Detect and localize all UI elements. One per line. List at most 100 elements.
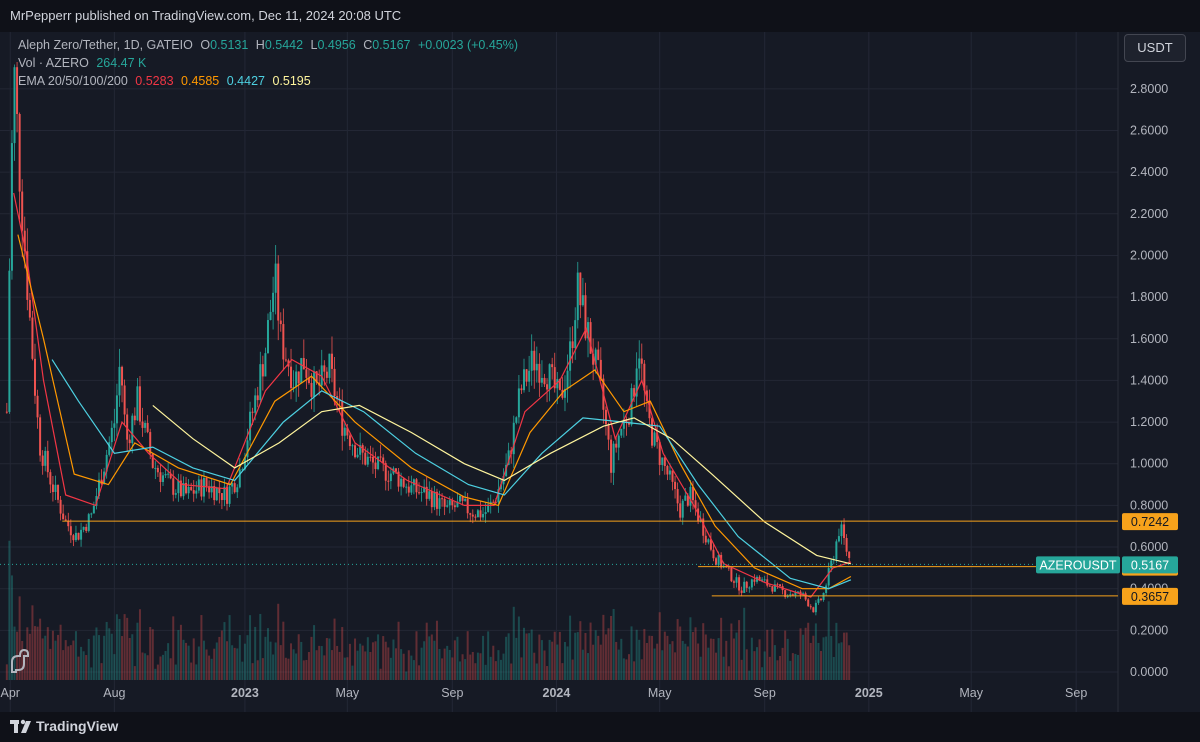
candle-body: [569, 341, 572, 371]
volume-bar: [456, 636, 459, 680]
candle-body: [581, 295, 584, 306]
candle-body: [571, 341, 574, 349]
volume-bar: [625, 659, 628, 680]
volume-bar: [185, 642, 188, 680]
candle-body: [67, 520, 70, 527]
volume-bar: [384, 641, 387, 680]
volume-bar: [190, 662, 193, 680]
candle-body: [428, 491, 431, 499]
close-label: C: [363, 38, 373, 52]
volume-bar: [146, 655, 149, 680]
volume-bar: [807, 622, 810, 680]
high-label: H: [255, 38, 265, 52]
volume-bar: [366, 637, 369, 680]
candle-body: [750, 579, 753, 588]
volume-bar: [510, 663, 513, 680]
chart-area[interactable]: 2.8000 2.6000 2.4000 2.2000 2.0000 1.8000 1.60…: [0, 32, 1200, 712]
volume-bar: [435, 620, 438, 680]
candle-body: [476, 510, 479, 518]
volume-bar: [57, 634, 60, 680]
candle-body: [10, 143, 13, 271]
candle-body: [195, 490, 198, 494]
candle-body: [108, 442, 111, 455]
volume-bar: [438, 648, 441, 680]
currency-button[interactable]: USDT: [1124, 34, 1186, 62]
volume-bar: [379, 668, 382, 680]
volume-bar: [428, 636, 431, 680]
volume-bar: [640, 659, 643, 680]
candle-body: [115, 395, 118, 424]
symbol-title[interactable]: Aleph Zero/Tether, 1D, GATEIO: [18, 38, 193, 52]
candle-body: [69, 526, 72, 536]
bottom-bar: TradingView: [0, 712, 1200, 742]
candle-body: [254, 395, 257, 413]
candle-body: [553, 367, 556, 389]
candle-body: [484, 512, 487, 515]
candle-body: [305, 369, 308, 378]
ema-line-ema50: [17, 234, 852, 590]
y-tick-label: 2.0000: [1130, 248, 1168, 262]
candle-body: [197, 479, 200, 491]
candle-body: [366, 456, 369, 465]
candle-body: [525, 369, 528, 382]
volume-bar: [351, 665, 354, 680]
volume-bar: [223, 622, 226, 680]
volume-bar: [589, 622, 592, 680]
candle-body: [430, 491, 433, 508]
volume-bar: [64, 640, 67, 680]
candle-body: [133, 415, 136, 421]
ema-label[interactable]: EMA 20/50/100/200: [18, 74, 128, 88]
candle-body: [302, 358, 305, 370]
volume-bar: [144, 653, 147, 680]
volume-bar: [197, 646, 200, 680]
volume-bar: [755, 647, 758, 680]
volume-bar: [835, 622, 838, 680]
volume-bar: [525, 633, 528, 680]
candle-body: [512, 422, 515, 455]
volume-bar: [341, 627, 344, 680]
candle-body: [272, 292, 275, 312]
volume-bar: [141, 652, 144, 680]
candle-body: [249, 411, 252, 441]
x-tick-label: Sep: [441, 686, 463, 700]
candle-body: [607, 424, 610, 440]
volume-bar: [218, 636, 221, 680]
volume-bar: [804, 627, 807, 680]
volume-bar: [87, 638, 90, 680]
volume-bar: [205, 649, 208, 680]
candle-body: [121, 366, 124, 386]
volume-bar: [587, 653, 590, 680]
candle-body: [277, 263, 280, 321]
level-label-bg: [1122, 513, 1178, 531]
candle-body: [461, 495, 464, 501]
candle-body: [418, 492, 421, 494]
candle-body: [456, 501, 459, 508]
candle-body: [592, 353, 595, 365]
volume-bar: [845, 632, 848, 680]
volume-bar: [727, 666, 730, 680]
volume-bar: [758, 639, 761, 680]
volume-bar: [461, 654, 464, 680]
volume-label[interactable]: Vol · AZERO: [18, 56, 89, 70]
open-value: 0.5131: [210, 38, 249, 52]
volume-bar: [651, 635, 654, 680]
volume-bar: [105, 621, 108, 680]
volume-bar: [290, 643, 293, 680]
candle-body: [804, 593, 807, 600]
candle-body: [727, 567, 730, 569]
volume-bar: [377, 634, 380, 680]
volume-bar: [553, 631, 556, 680]
price-chart[interactable]: 2.8000 2.6000 2.4000 2.2000 2.0000 1.8000 1.60…: [0, 32, 1200, 712]
volume-bar: [156, 664, 159, 680]
tradingview-logo-icon[interactable]: [10, 718, 32, 736]
candle-body: [59, 499, 62, 514]
candle-body: [653, 432, 656, 446]
tradingview-brand[interactable]: TradingView: [36, 718, 119, 734]
candle-body: [154, 467, 157, 469]
volume-bar: [410, 655, 413, 680]
candle-body: [448, 500, 451, 506]
volume-bar: [607, 628, 610, 680]
candle-body: [82, 526, 85, 530]
candle-body: [604, 409, 607, 425]
volume-bar: [74, 631, 77, 680]
